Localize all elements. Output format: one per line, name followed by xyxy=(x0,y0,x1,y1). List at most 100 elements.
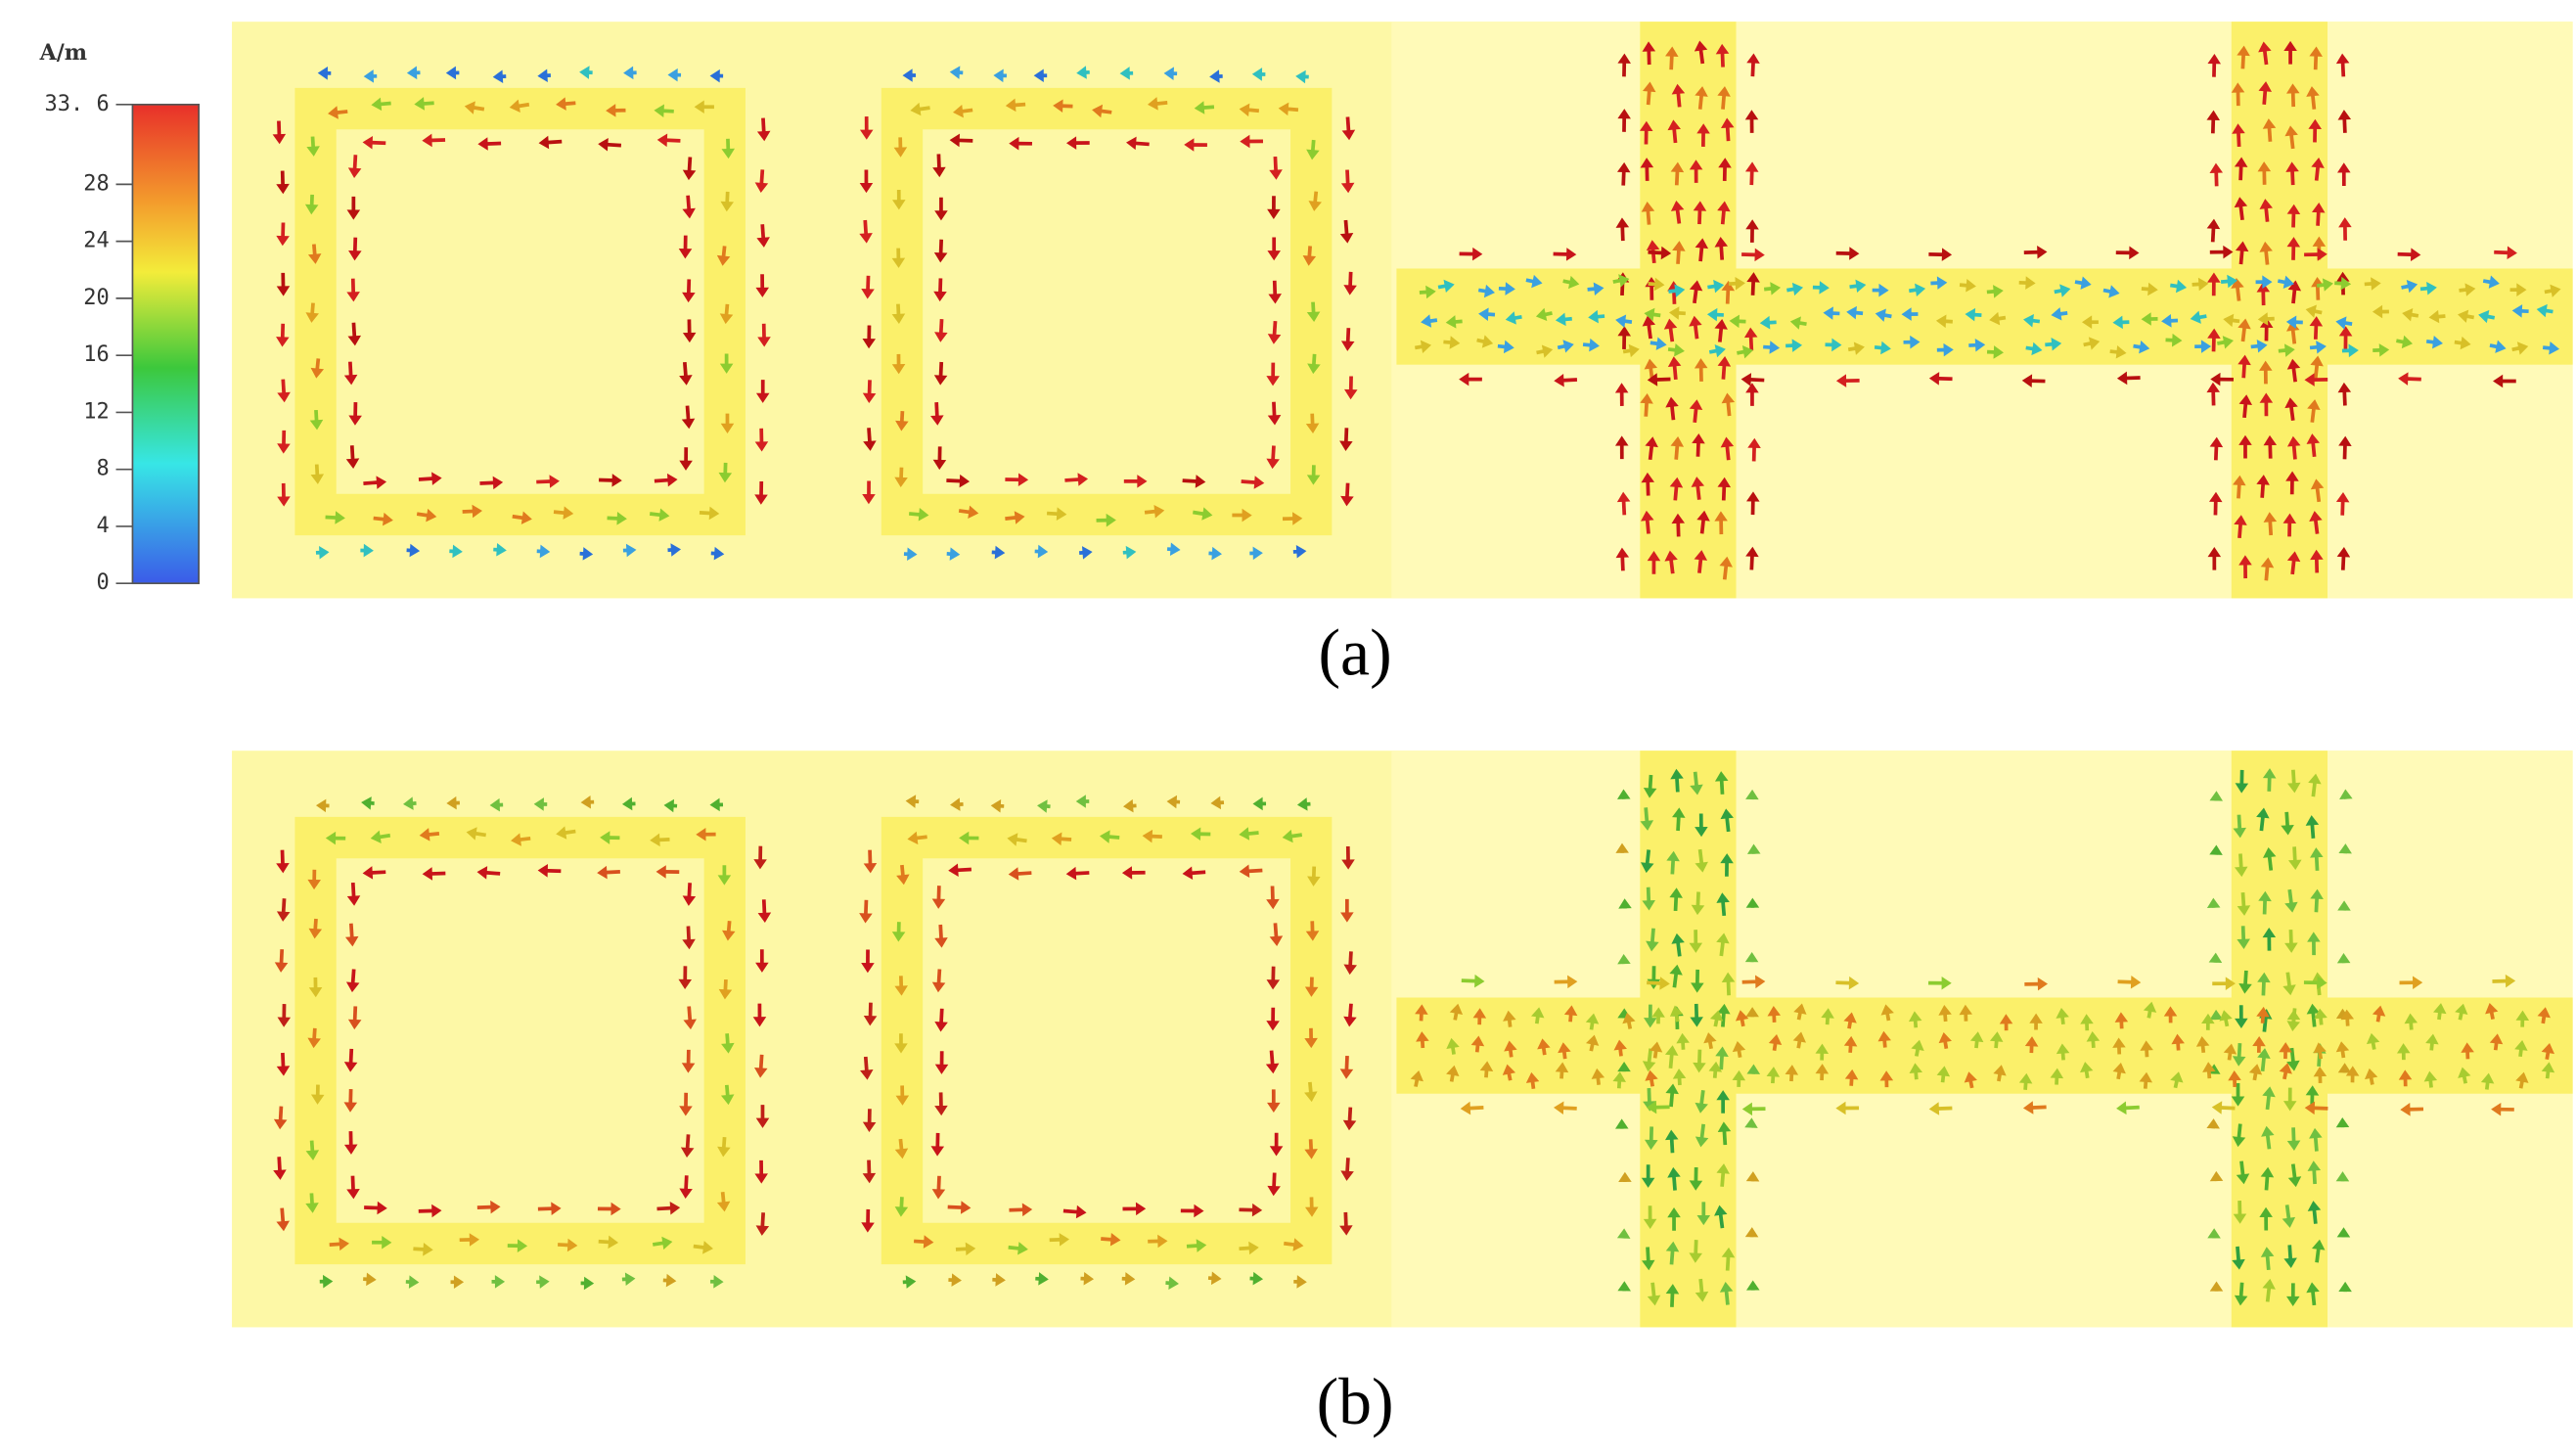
arrow xyxy=(348,237,362,261)
arrow xyxy=(2262,927,2277,951)
arrow xyxy=(720,191,734,212)
arrow xyxy=(1649,1041,1663,1059)
arrow-head xyxy=(1505,282,1515,296)
arrow xyxy=(2022,1101,2047,1114)
arrow-head xyxy=(669,1201,681,1215)
arrow-head xyxy=(1109,1232,1121,1247)
arrow xyxy=(667,543,682,557)
arrow-head xyxy=(2287,280,2302,292)
arrow-head xyxy=(276,1066,291,1076)
arrow xyxy=(2223,313,2240,328)
arrow-head xyxy=(277,496,291,507)
arrow-head xyxy=(1591,1068,1605,1079)
arrow xyxy=(477,137,502,151)
arrow-head xyxy=(1305,931,1320,941)
arrow-head xyxy=(476,866,488,880)
arrow xyxy=(2208,491,2223,516)
arrow xyxy=(934,319,948,342)
arrow-head xyxy=(2262,927,2277,938)
colorbar-tick-label: 20 xyxy=(83,286,110,310)
arrow xyxy=(274,949,289,973)
arrow-head xyxy=(2223,245,2234,259)
arrow-head xyxy=(276,183,290,195)
arrow-head xyxy=(2238,983,2252,994)
arrow xyxy=(1554,373,1578,387)
arrow-head xyxy=(1732,1069,1746,1081)
arrow xyxy=(694,100,714,114)
arrow xyxy=(1477,284,1495,298)
arrow xyxy=(2024,1036,2039,1054)
arrow xyxy=(1617,1061,1631,1072)
arrow-head xyxy=(717,875,732,886)
arrow-head xyxy=(2211,1101,2223,1114)
arrow-head xyxy=(1717,356,1732,367)
arrow xyxy=(2112,1063,2126,1080)
arrow-head xyxy=(551,1202,562,1215)
arrow-head xyxy=(1065,866,1077,881)
arrow xyxy=(1745,383,1759,406)
arrow xyxy=(2192,277,2209,292)
arrow xyxy=(1720,853,1734,877)
arrow-head xyxy=(319,545,330,560)
arrow-head xyxy=(894,1148,909,1159)
arrow xyxy=(1617,953,1631,965)
arrow xyxy=(2423,1070,2438,1088)
arrow-head xyxy=(611,474,622,487)
arrow xyxy=(2284,397,2298,421)
arrow-head xyxy=(362,866,374,880)
arrow-head xyxy=(1253,476,1265,489)
arrow-head xyxy=(1668,306,1680,320)
arrow xyxy=(993,68,1007,83)
arrow-head xyxy=(2262,275,2273,289)
arrow-head xyxy=(654,104,664,118)
arrow xyxy=(276,222,290,247)
arrow xyxy=(1849,279,1867,294)
arrow xyxy=(753,1054,768,1078)
arrow xyxy=(1537,1038,1551,1056)
arrow-head xyxy=(537,68,548,82)
arrow-head xyxy=(902,68,913,82)
arrow-head xyxy=(1935,314,1947,329)
arrow xyxy=(2335,53,2350,77)
arrow-head xyxy=(682,169,697,181)
arrow-head xyxy=(658,508,670,522)
arrow xyxy=(597,1202,621,1216)
arrow-head xyxy=(2305,815,2320,826)
arrow-head xyxy=(2337,110,2352,120)
arrow xyxy=(909,508,929,522)
arrow-head xyxy=(702,1241,713,1254)
arrow-head xyxy=(2225,977,2236,990)
arrow-head xyxy=(2335,53,2350,65)
arrow-head xyxy=(1721,392,1736,404)
arrow xyxy=(2233,475,2246,499)
arrow xyxy=(1119,67,1134,80)
arrow-head xyxy=(894,1206,909,1217)
arrow xyxy=(2515,1010,2530,1027)
arrow xyxy=(2286,551,2301,575)
arrow-head xyxy=(2286,1296,2300,1307)
arrow xyxy=(579,66,593,79)
arrow-head xyxy=(1717,86,1731,97)
arrow xyxy=(2116,371,2141,386)
arrow-head xyxy=(1721,1247,1736,1258)
arrow xyxy=(1251,68,1266,81)
arrow-head xyxy=(965,1242,976,1256)
arrow-head xyxy=(2209,1170,2224,1182)
arrow xyxy=(2401,279,2418,294)
arrow xyxy=(863,1002,878,1026)
arrow-head xyxy=(2059,284,2071,297)
arrow xyxy=(754,480,768,505)
arrow xyxy=(1928,248,1953,261)
arrow xyxy=(1759,315,1777,330)
arrow-head xyxy=(347,335,362,346)
arrow-head xyxy=(1240,134,1250,149)
arrow xyxy=(1647,551,1661,574)
arrow-head xyxy=(363,543,374,558)
arrow xyxy=(1732,1069,1746,1087)
arrow xyxy=(1240,134,1263,149)
arrow-head xyxy=(1617,109,1631,119)
arrow-head xyxy=(2310,847,2324,858)
arrow xyxy=(2259,392,2274,417)
arrow-head xyxy=(1005,98,1017,113)
arrow-head xyxy=(306,146,320,157)
